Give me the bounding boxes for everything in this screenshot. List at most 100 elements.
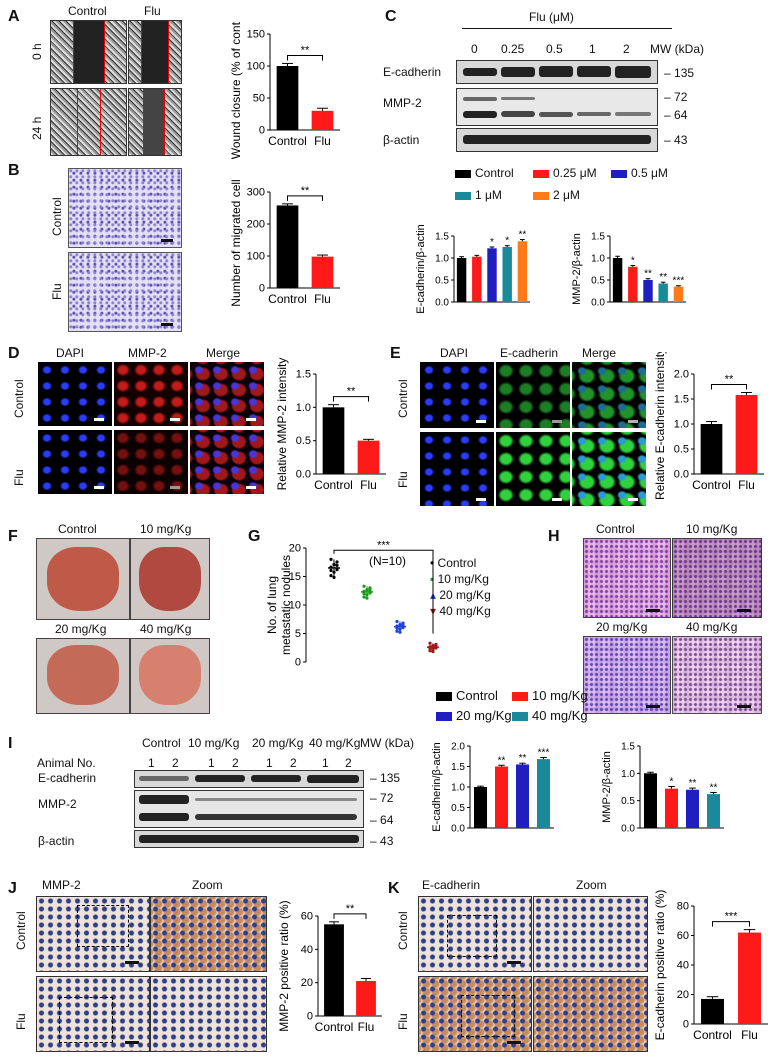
bar-b-1 <box>311 256 334 288</box>
transwell-image-control <box>68 168 182 248</box>
bar-i2-0 <box>643 773 658 828</box>
bar-c2-2 <box>643 280 653 302</box>
i-animal-4: 2 <box>232 756 239 770</box>
j-col-zoom: Zoom <box>192 878 223 892</box>
f-label-control: Control <box>58 522 97 536</box>
point-g-1-5 <box>368 586 372 590</box>
if-image-dapi-flu <box>38 430 112 494</box>
f-label-10: 10 mg/Kg <box>140 522 192 536</box>
sig-marker-c2-4: *** <box>673 276 685 287</box>
bar-i1-1 <box>494 766 509 828</box>
chart-mmp2-positive-ratio: 0 20 40 60 Control Flu ** MMP-2 positive ratio … <box>277 900 382 1034</box>
point-g-3-8 <box>434 644 438 648</box>
he-image-40 <box>672 636 762 714</box>
panel-label-g: G <box>248 528 261 545</box>
point-g-2-0 <box>395 629 399 633</box>
point-g-1-8 <box>368 588 372 592</box>
point-g-2-1 <box>398 627 402 631</box>
i-animal-3: 1 <box>208 756 215 770</box>
i-animal-8: 2 <box>345 756 352 770</box>
bar-i2-1 <box>664 788 679 828</box>
he-image-20 <box>583 636 671 714</box>
i-blot-actin <box>134 830 364 848</box>
wound-image-control-0h <box>50 20 127 84</box>
x-tick-label-d-1: Flu <box>360 478 377 492</box>
k-row-flu: Flu <box>396 1013 410 1030</box>
i-animal-5: 1 <box>266 756 273 770</box>
y-tick-label-a-1: 50 <box>253 93 265 105</box>
d-row-control: Control <box>12 379 26 418</box>
sig-label-e: ** <box>725 374 734 386</box>
k-col-ecad: E-cadherin <box>422 878 481 892</box>
h-label-10: 10 mg/Kg <box>686 522 738 536</box>
sig-label-b: ** <box>301 185 310 197</box>
bar-j-1 <box>356 981 376 1016</box>
y-tick-label-k-1: 20 <box>677 989 689 1001</box>
panel-label-j: J <box>8 880 17 897</box>
y-tick-label-j-0: 0 <box>307 1011 313 1023</box>
point-g-1-6 <box>362 584 366 588</box>
point-g-0-9 <box>329 568 333 573</box>
row-label-24h: 24 h <box>30 116 44 140</box>
point-g-1-3 <box>362 589 366 593</box>
sig-marker-c1-4: ** <box>519 230 527 241</box>
y-tick-label-a-2: 100 <box>247 61 265 73</box>
f-label-40: 40 mg/Kg <box>140 622 192 636</box>
i-blot-ecadherin <box>134 770 364 788</box>
point-g-1-0 <box>362 595 366 599</box>
y-tick-label-b-3: 300 <box>247 187 265 199</box>
i-mw-43: – 43 <box>370 834 394 848</box>
y-axis-label-b: Number of migrated cells <box>229 180 243 307</box>
if-image-dapi-control <box>38 362 112 426</box>
i-mw-72: – 72 <box>370 791 394 805</box>
sig-label-g: *** <box>377 539 391 551</box>
y-axis-label-i1: E-cadherin/β-actin <box>431 742 443 831</box>
sig-marker-i1-1: ** <box>498 755 506 766</box>
if-image-merge-control-e <box>572 362 646 428</box>
y-tick-label-b-1: 100 <box>247 251 265 263</box>
h-label-control: Control <box>596 522 635 536</box>
point-g-1-4 <box>365 588 369 592</box>
chart-mmp2-actin-invivo: 0.00.51.01.5* ** **MMP-2/β-actin <box>601 742 724 835</box>
x-tick-label-a-0: Control <box>268 134 307 148</box>
bar-a-1 <box>311 110 334 130</box>
i-mw-64: – 64 <box>370 813 394 827</box>
y-tick-label-i2-1: 0.5 <box>621 796 635 807</box>
y-tick-label-i2-0: 0.0 <box>621 824 635 835</box>
x-tick-label-a-1: Flu <box>314 134 331 148</box>
x-tick-label-e-0: Control <box>692 478 731 492</box>
y-axis-label-e: Relative E-cadherin intensity <box>653 352 667 500</box>
y-tick-label-i2-2: 1.0 <box>621 769 635 780</box>
lung-photo-20 <box>36 638 130 714</box>
sig-label-a: ** <box>301 44 310 56</box>
y-tick-label-b-2: 200 <box>247 219 265 231</box>
i-mw-header: MW (kDa) <box>360 736 414 750</box>
sig-bracket-b <box>287 195 323 201</box>
y-tick-label-k-3: 60 <box>677 930 689 942</box>
ihc-mmp2-control <box>36 896 150 972</box>
protein-label-mmp2: MMP-2 <box>383 96 422 110</box>
h-label-20: 20 mg/Kg <box>596 620 648 634</box>
y-tick-label-g-4: 20 <box>289 543 301 555</box>
y-axis-label-g-1: No. of lung <box>265 576 279 634</box>
y-tick-label-j-1: 20 <box>301 977 313 989</box>
chart-wound-closure: 0 50 100 150 Control Flu ** Wound closure (% of… <box>229 22 340 159</box>
legend-g: • Control ▪ 10 mg/Kg ▴ 20 mg/Kg ▾ 40 mg/… <box>430 556 491 618</box>
point-g-3-9 <box>428 646 432 650</box>
ihc-ecad-flu <box>418 976 532 1052</box>
i-animal-label: Animal No. <box>37 756 96 770</box>
y-tick-label-a-3: 150 <box>247 29 265 41</box>
ihc-mmp2-flu-zoom <box>150 976 267 1052</box>
wound-image-flu-24h <box>128 88 182 156</box>
if-image-merge-flu <box>190 430 264 494</box>
header-rule <box>462 28 672 29</box>
y-axis-label-d: Relative MMP-2 intensity <box>275 358 289 491</box>
i-mw-135: – 135 <box>370 771 401 785</box>
x-tick-label-k-0: Control <box>693 1028 732 1042</box>
chart-migrated-cells: 0 100 200 300 Control Flu ** Number of migrated… <box>229 180 340 307</box>
y-tick-label-i1-3: 1.5 <box>451 762 465 773</box>
row-label-flu: Flu <box>50 283 64 300</box>
point-g-0-7 <box>332 575 336 579</box>
bar-e-0 <box>700 424 723 474</box>
if-image-dapi-control-e <box>420 362 494 428</box>
